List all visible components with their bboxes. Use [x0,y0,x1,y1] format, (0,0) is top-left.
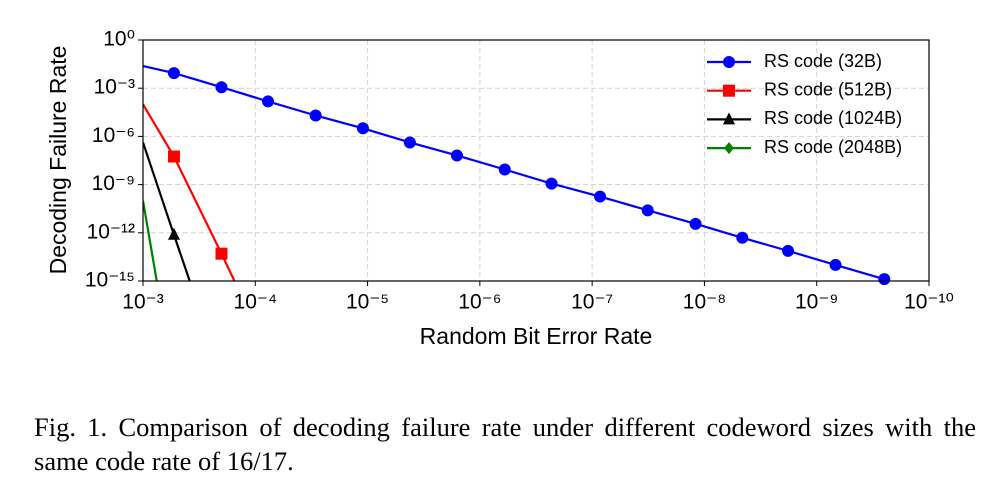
x-axis-label: Random Bit Error Rate [420,323,653,349]
marker [723,56,735,68]
marker [498,163,511,176]
marker [689,217,702,230]
y-axis-label: Decoding Failure Rate [45,46,71,275]
marker [167,67,180,80]
marker [403,136,416,149]
legend-label: RS code (1024B) [764,108,902,128]
marker [167,150,180,163]
x-tick-label: 10⁻⁸ [683,291,726,314]
x-tick-label: 10⁻⁴ [234,291,277,314]
x-tick-label: 10⁻⁹ [795,291,838,314]
marker [724,142,734,155]
marker [167,227,180,240]
marker [545,177,558,190]
chart: 10⁻³ 10⁻⁴ 10⁻⁵ 10⁻⁶ 10⁻⁷ 10⁻⁸ 10⁻⁹ 10⁻¹⁰ 10⁰ 10⁻³… [45,28,954,350]
y-tick-label: 10⁻¹⁵ [85,269,135,292]
figure-caption: Fig. 1. Comparison of decoding failure r… [34,412,976,476]
y-tick-label: 10⁻³ [94,76,135,99]
marker [782,244,795,257]
marker [450,149,463,162]
series-line [143,200,158,281]
marker [215,81,228,94]
marker [356,122,369,135]
legend-label: RS code (512B) [764,79,892,99]
legend-label: RS code (2048B) [764,137,902,157]
y-tick-label: 10⁰ [103,28,135,51]
series-line [143,103,236,281]
x-tick-label: 10⁻¹⁰ [904,291,954,314]
x-tick-label: 10⁻³ [122,291,163,314]
marker [878,273,891,286]
y-tick-label: 10⁻⁹ [92,172,135,195]
y-tick-label: 10⁻¹² [87,220,135,243]
marker [309,109,322,122]
marker [736,231,749,244]
x-tick-label: 10⁻⁵ [346,291,389,314]
marker [829,258,842,271]
x-tick-label: 10⁻⁷ [571,291,613,314]
series-line [143,142,191,281]
y-tick-label: 10⁻⁶ [92,124,135,147]
marker [723,112,735,125]
marker [262,95,275,108]
marker [723,84,735,97]
marker [641,204,654,217]
marker [594,190,607,203]
legend-label: RS code (32B) [764,51,882,71]
plot-frame [142,39,930,282]
marker [215,247,228,260]
x-tick-label: 10⁻⁶ [458,291,501,314]
